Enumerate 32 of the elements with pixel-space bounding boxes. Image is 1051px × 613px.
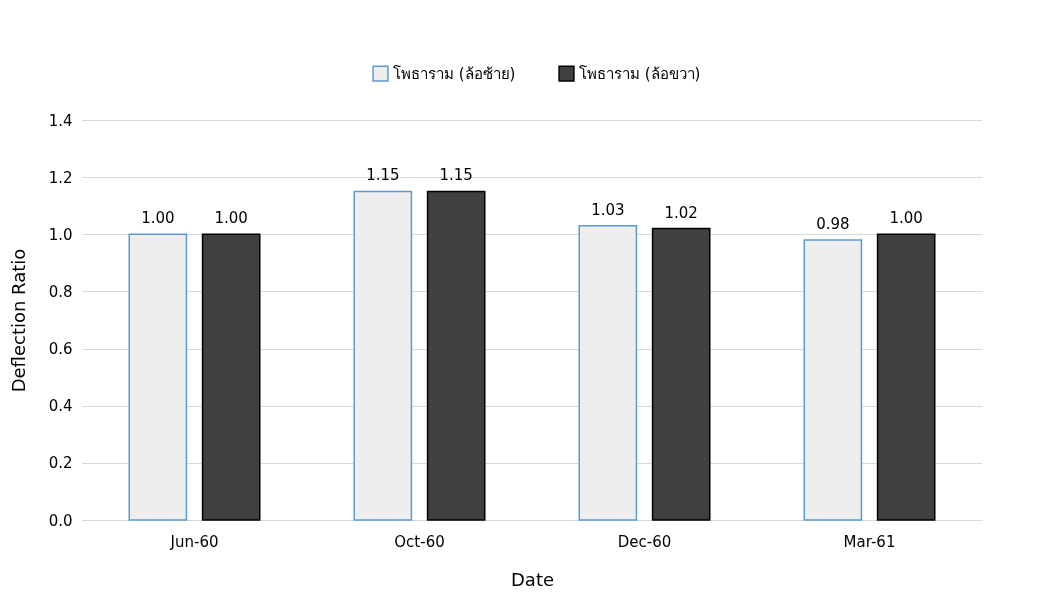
bar	[803, 239, 863, 521]
bar	[128, 233, 188, 521]
data-label: 1.02	[664, 203, 698, 222]
x-tick-label: Mar-61	[843, 532, 896, 551]
legend-label: โพธาราม (ล้อขวา)	[579, 64, 701, 83]
y-tick-label: 0.6	[48, 340, 73, 359]
y-tick-label: 1.4	[48, 111, 73, 130]
y-tick-label: 1.0	[48, 225, 73, 244]
bar	[426, 190, 486, 521]
bar	[651, 227, 711, 521]
bar	[578, 224, 638, 521]
data-label: 1.03	[591, 200, 625, 219]
data-label: 1.15	[439, 166, 473, 185]
data-label: 1.15	[366, 166, 400, 185]
y-axis-title: Deflection Ratio	[7, 248, 29, 393]
bar	[353, 190, 413, 521]
y-tick-label: 1.2	[48, 168, 73, 187]
legend-label: โพธาราม (ล้อซ้าย)	[393, 64, 516, 83]
bar	[201, 233, 261, 521]
y-tick-label: 0.4	[48, 397, 73, 416]
data-label: 1.00	[889, 209, 923, 228]
y-tick-label: 0.0	[48, 511, 73, 530]
data-label: 1.00	[141, 209, 175, 228]
y-tick-label: 0.2	[48, 454, 73, 473]
x-tick-label: Dec-60	[617, 532, 672, 551]
x-axis-title: Date	[510, 568, 555, 590]
y-tick-label: 0.8	[48, 282, 73, 301]
data-label: 1.00	[214, 209, 248, 228]
x-tick-label: Jun-60	[169, 532, 219, 551]
data-label: 0.98	[816, 215, 850, 233]
bar	[876, 233, 936, 521]
x-tick-label: Oct-60	[394, 532, 445, 551]
